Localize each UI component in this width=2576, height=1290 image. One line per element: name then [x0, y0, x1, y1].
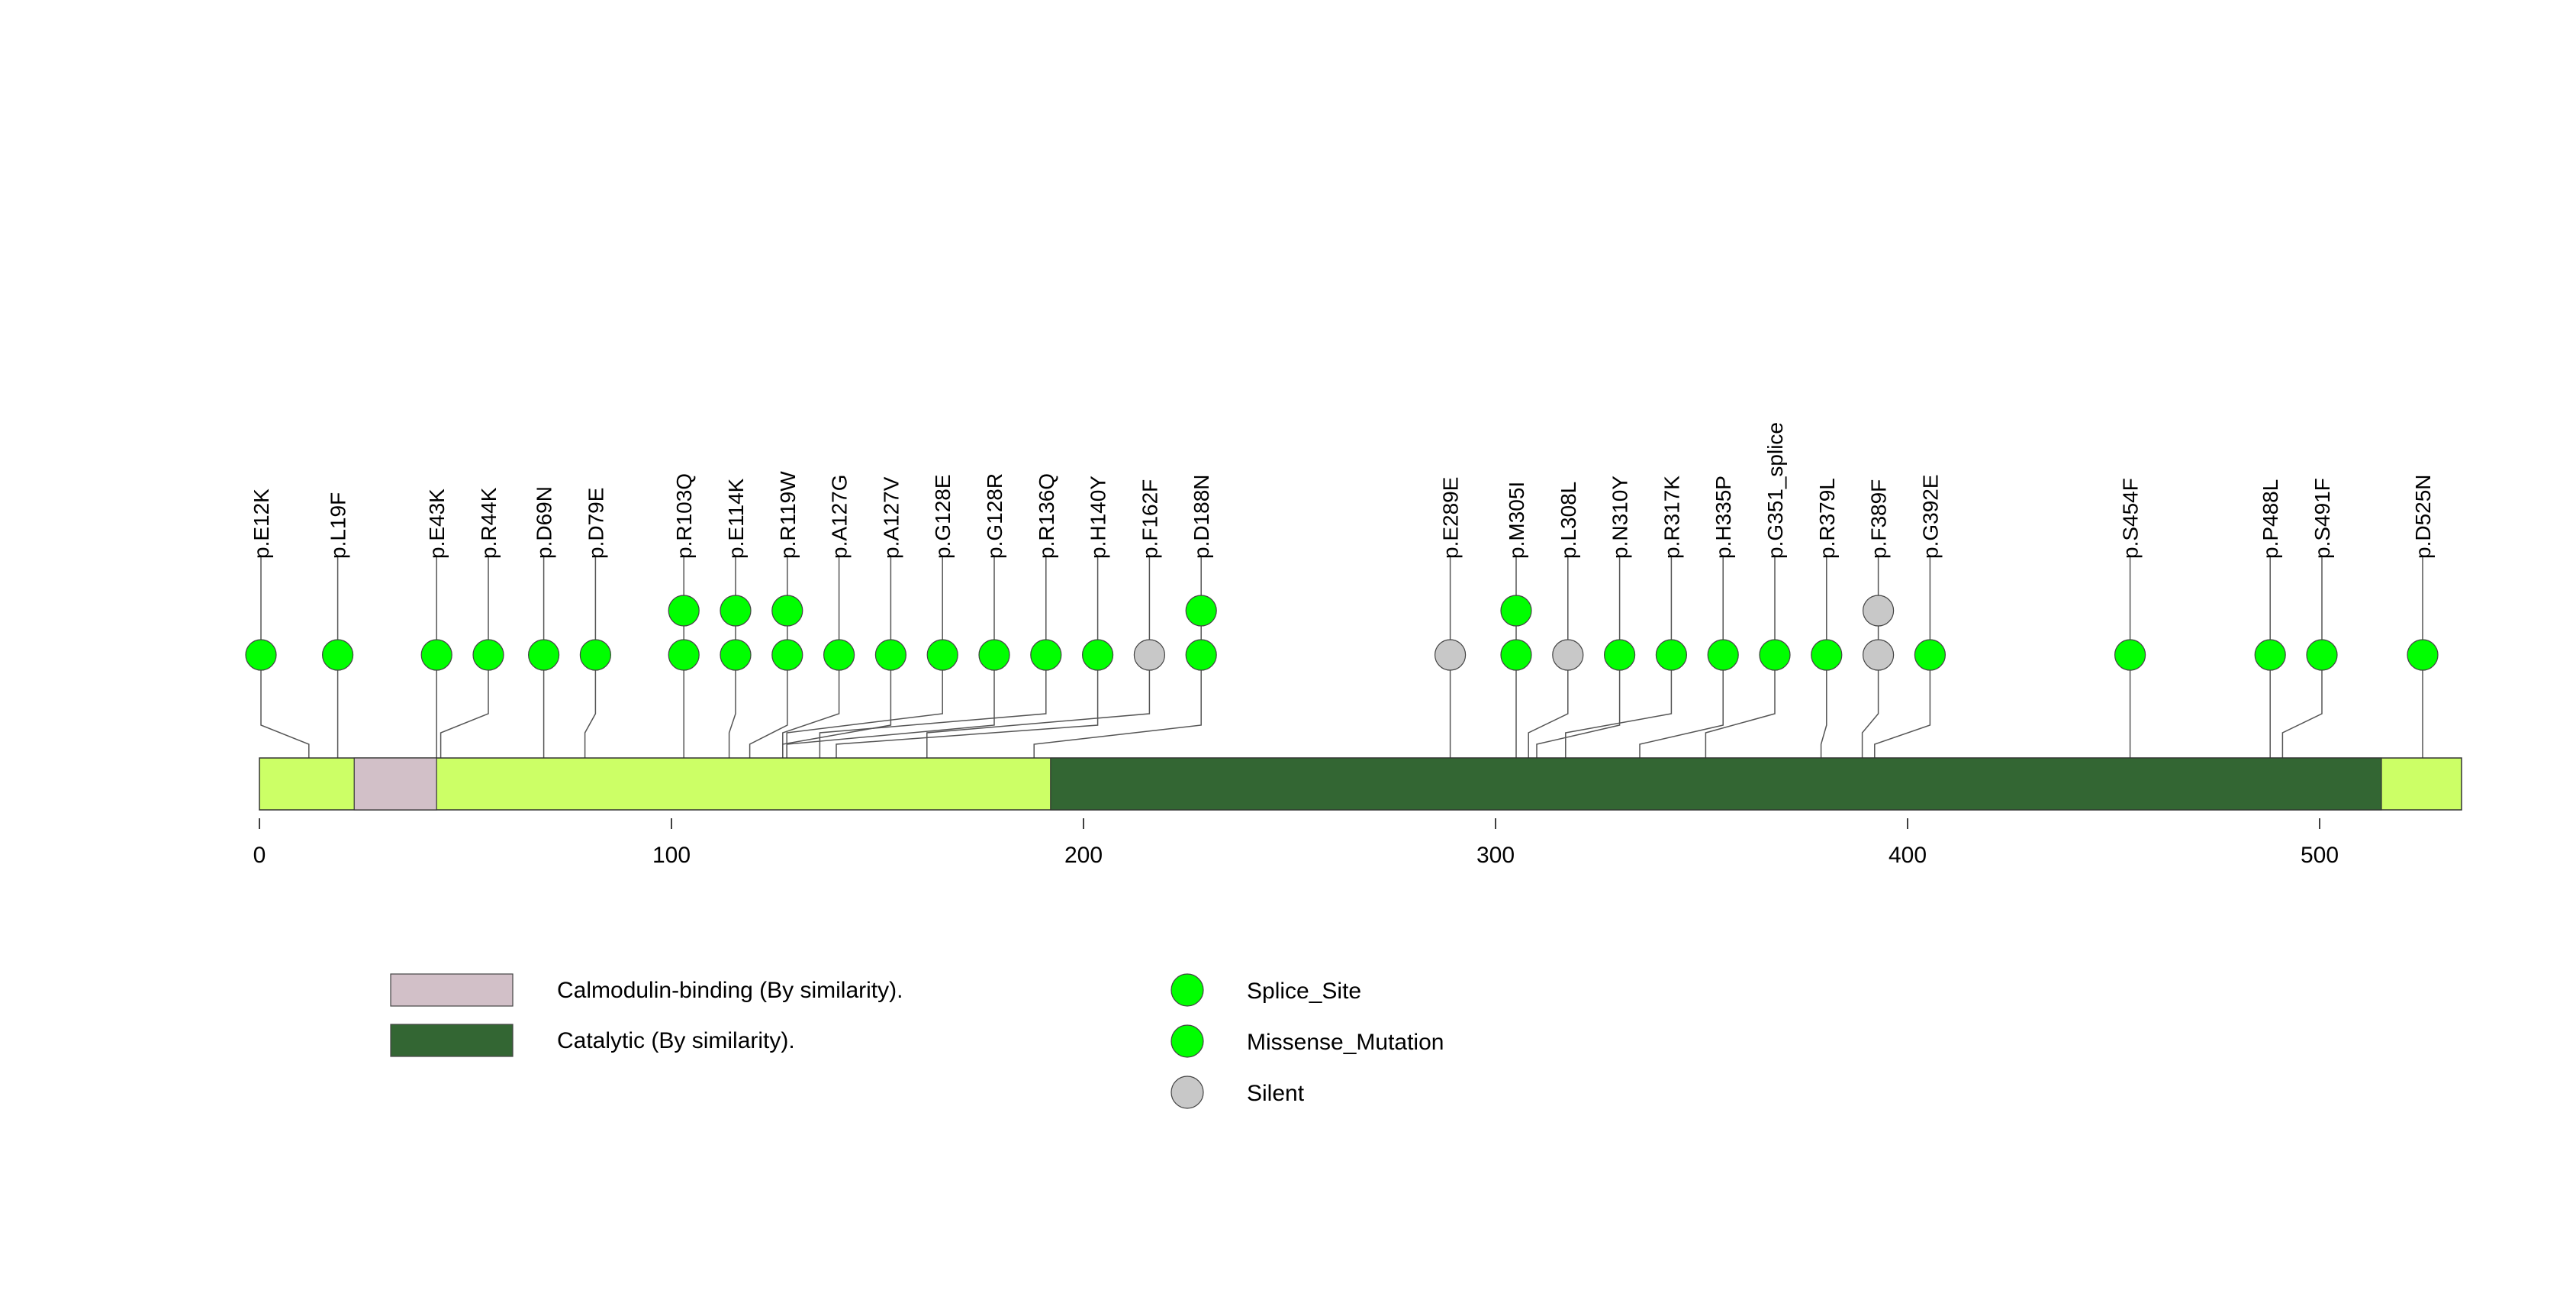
mutation-marker-silent [1863, 595, 1895, 627]
legend-label: Catalytic (By similarity). [557, 1028, 795, 1053]
mutation-marker-missense [668, 595, 700, 627]
mutation-marker-silent [1863, 639, 1895, 671]
mutation-label: p.D188N [1190, 474, 1213, 559]
mutation-marker-missense [720, 639, 752, 671]
mutation-label: p.R317K [1660, 476, 1683, 559]
legend-marker-missense [1170, 1024, 1204, 1058]
mutation-label: p.P488L [2259, 479, 2282, 559]
mutation-marker-missense [579, 639, 612, 671]
mutation-label: p.G128E [931, 474, 955, 559]
mutation-marker-missense [2254, 639, 2286, 671]
mutation-label: p.L19F [327, 492, 350, 559]
mutation-marker-missense [1655, 639, 1687, 671]
x-axis: 0 100 200 300 400 500 [253, 818, 2339, 868]
x-tick-label: 500 [2301, 843, 2339, 868]
domain-calmodulin [353, 757, 437, 811]
legend-label: Splice_Site [1247, 979, 1361, 1004]
x-tick-label: 0 [253, 843, 266, 868]
legend-swatch-calmodulin [390, 973, 514, 1007]
mutation-marker-missense [874, 639, 907, 671]
mutation-label: p.G392E [1918, 474, 1942, 559]
mutation-marker-missense [1500, 595, 1532, 627]
legend-swatch-catalytic [390, 1024, 514, 1057]
mutation-marker-splice_site [1759, 639, 1791, 671]
mutation-label: p.F162F [1138, 479, 1161, 559]
mutation-marker-missense [1707, 639, 1739, 671]
mutation-marker-missense [1081, 639, 1114, 671]
mutation-labels-layer: p.E12K p.L19F p.E43K p.R44K p.D69N p.D79E p.R1… [250, 422, 2435, 559]
mutation-label: p.D69N [533, 486, 556, 559]
mutation-label: p.H140Y [1087, 476, 1110, 559]
mutation-label: p.H335P [1711, 476, 1735, 559]
legend-label: Silent [1247, 1081, 1305, 1106]
domain-catalytic [1050, 757, 2382, 811]
mutation-marker-missense [322, 639, 354, 671]
mutation-label: p.N310Y [1608, 476, 1632, 559]
mutation-marker-missense [1914, 639, 1946, 671]
mutation-label: p.E289E [1439, 477, 1463, 559]
x-tick-label: 100 [652, 843, 691, 868]
mutation-label: p.E43K [425, 489, 449, 559]
mutation-label: p.S454F [2119, 478, 2143, 559]
mutation-marker-silent [1552, 639, 1584, 671]
mutation-marker-missense [720, 595, 752, 627]
mutation-label: p.L308L [1557, 482, 1580, 559]
mutation-marker-silent [1133, 639, 1166, 671]
mutation-label: p.R379L [1815, 478, 1839, 559]
x-tick-label: 400 [1889, 843, 1927, 868]
mutation-marker-missense [2114, 639, 2146, 671]
mutation-label: p.D525N [2411, 474, 2435, 559]
mutation-marker-missense [2306, 639, 2338, 671]
mutation-marker-missense [771, 639, 803, 671]
mutation-marker-missense [245, 639, 277, 671]
x-tick-label: 200 [1064, 843, 1103, 868]
legend-marker-silent [1170, 1076, 1204, 1109]
legend-label: Missense_Mutation [1247, 1030, 1444, 1055]
mutation-marker-missense [1185, 595, 1217, 627]
mutation-label: p.F389F [1867, 479, 1891, 559]
mutation-marker-missense [1811, 639, 1843, 671]
mutation-label: p.A127G [828, 474, 852, 559]
legend-label: Calmodulin-binding (By similarity). [557, 978, 903, 1003]
mutation-marker-missense [420, 639, 452, 671]
mutation-label: p.G128R [983, 473, 1006, 559]
mutation-label: p.A127V [879, 476, 903, 559]
mutation-marker-missense [1604, 639, 1636, 671]
mutation-label: p.R44K [477, 487, 501, 559]
mutation-marker-missense [1500, 639, 1532, 671]
legend-marker-splice_site [1170, 973, 1204, 1007]
mutation-marker-missense [823, 639, 855, 671]
mutation-marker-missense [2407, 639, 2439, 671]
mutation-marker-missense [926, 639, 958, 671]
mutation-marker-missense [1185, 639, 1217, 671]
markers-layer [245, 595, 2439, 671]
mutation-marker-missense [668, 639, 700, 671]
mutation-label: p.E114K [724, 478, 748, 559]
mutation-marker-silent [1434, 639, 1467, 671]
mutation-label: p.R103Q [672, 473, 696, 559]
mutation-label: p.D79E [584, 488, 607, 559]
mutation-marker-missense [472, 639, 504, 671]
mutation-marker-missense [1030, 639, 1062, 671]
mutation-label: p.M305I [1505, 482, 1528, 559]
mutation-marker-missense [771, 595, 803, 627]
mutation-label: p.R119W [776, 471, 800, 559]
mutation-label: p.R136Q [1035, 473, 1058, 559]
mutation-label: p.S491F [2310, 478, 2334, 559]
protein-backbone-layer [259, 757, 2462, 811]
mutation-label: p.E12K [250, 489, 273, 559]
legend: Calmodulin-binding (By similarity). Catal… [390, 973, 1444, 1109]
mutation-marker-missense [978, 639, 1010, 671]
mutation-label: p.G351_splice [1763, 422, 1787, 559]
mutation-marker-missense [527, 639, 560, 671]
x-tick-label: 300 [1476, 843, 1515, 868]
